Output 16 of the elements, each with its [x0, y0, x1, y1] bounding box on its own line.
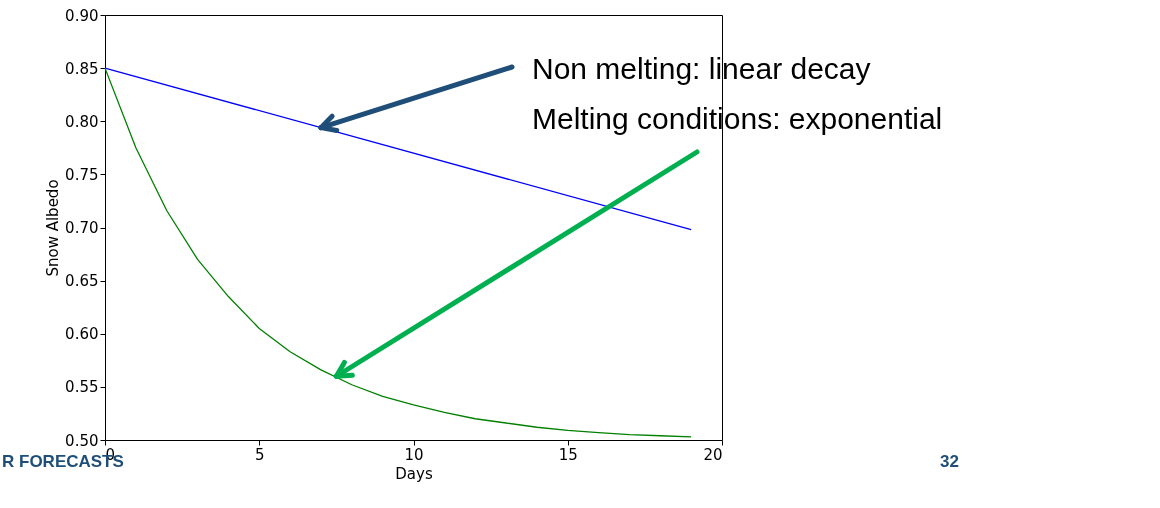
y-tick-label: 0.80 — [65, 112, 99, 131]
y-tick-label: 0.90 — [65, 6, 99, 25]
y-tick-label: 0.85 — [65, 59, 99, 78]
y-tick-label: 0.70 — [65, 219, 99, 237]
x-tick-label: 5 — [254, 445, 265, 464]
x-tick-label: 20 — [703, 445, 723, 464]
x-tick-label: 10 — [404, 445, 424, 464]
y-axis-title: Snow Albedo — [44, 179, 63, 277]
y-tick-label: 0.55 — [65, 378, 99, 397]
x-axis-title: Days — [395, 464, 433, 483]
y-tick-label: 0.65 — [65, 272, 99, 291]
y-tick-label: 0.50 — [65, 431, 99, 450]
y-tick-label: 0.60 — [65, 325, 99, 344]
x-tick-label: 15 — [558, 445, 578, 464]
text: 32 — [940, 452, 959, 471]
y-tick-label: 0.75 — [65, 165, 99, 184]
